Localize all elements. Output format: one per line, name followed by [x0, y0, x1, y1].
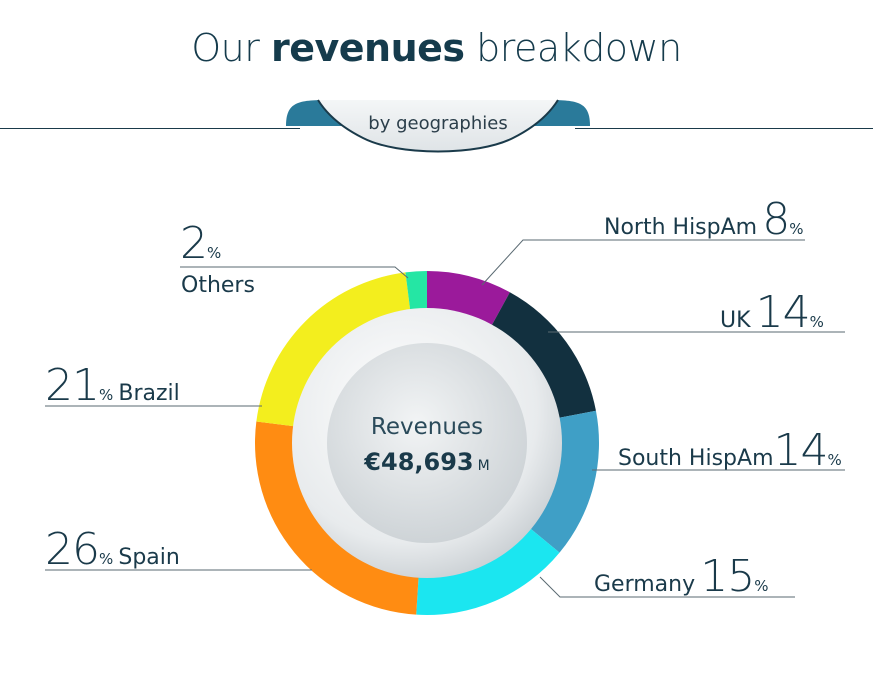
pct-symbol: % [754, 577, 769, 595]
page-title: Our revenues breakdown [0, 26, 873, 70]
slice-value: 14 [773, 425, 829, 476]
divider-left [0, 128, 300, 129]
pct-symbol: % [207, 244, 222, 262]
donut-hub-center [327, 343, 527, 543]
donut-slice-uk [488, 292, 596, 420]
pct-symbol: % [827, 451, 842, 469]
subtitle: by geographies [368, 113, 508, 134]
leader-line-others [180, 266, 409, 279]
slice-value: 26 [45, 524, 100, 575]
center-label: Revenues [370, 414, 484, 440]
slice-label-others-name: Others [181, 273, 255, 298]
donut-slice-germany [416, 524, 560, 615]
leader-lines [45, 239, 845, 598]
slice-name: UK [720, 308, 751, 333]
slice-label-uk: UK 14% [720, 291, 824, 335]
title-prefix: Our [191, 26, 271, 70]
slice-name: Spain [118, 545, 180, 570]
title-bold-word: revenues [270, 26, 465, 70]
slice-label-south-hispam: South HispAm14% [618, 429, 842, 473]
slice-value: 8 [762, 194, 790, 245]
slice-name: Others [181, 273, 255, 298]
center-unit: M [477, 458, 490, 474]
slice-label-north-hispam: North HispAm 8% [604, 198, 803, 242]
subtitle-ribbon [286, 99, 590, 153]
slice-name: North HispAm [604, 215, 758, 240]
slice-name: South HispAm [618, 446, 774, 471]
divider-right [575, 128, 873, 129]
leader-line-germany [539, 576, 795, 598]
title-suffix: breakdown [464, 26, 682, 70]
donut-slice-south-hispam [525, 410, 599, 553]
slice-value: 21 [45, 360, 100, 411]
slice-value: 14 [755, 287, 811, 338]
slice-value: 15 [700, 551, 755, 602]
pct-symbol: % [99, 550, 114, 568]
pct-symbol: % [99, 386, 114, 404]
slice-label-germany: Germany 15% [594, 555, 768, 599]
donut-slice-others [405, 271, 427, 317]
slice-label-brazil: 21% Brazil [45, 364, 180, 408]
slice-name: Germany [594, 572, 696, 597]
slice-name: Brazil [118, 381, 180, 406]
center-amount: €48,693 [364, 448, 474, 476]
slice-label-others-value: 2% [180, 222, 221, 266]
slice-label-spain: 26% Spain [45, 528, 180, 572]
center-value: €48,693 M [327, 448, 527, 476]
pct-symbol: % [809, 313, 824, 331]
pct-symbol: % [789, 220, 804, 238]
leader-line-north-hispam [481, 239, 805, 286]
slice-value: 2 [180, 218, 208, 269]
